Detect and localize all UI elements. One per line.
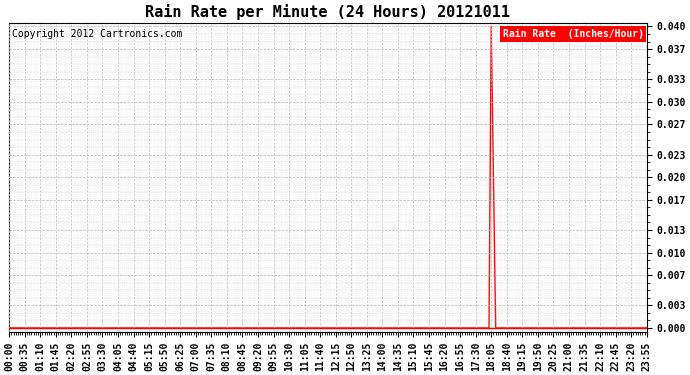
Title: Rain Rate per Minute (24 Hours) 20121011: Rain Rate per Minute (24 Hours) 20121011 xyxy=(146,4,511,20)
Text: Copyright 2012 Cartronics.com: Copyright 2012 Cartronics.com xyxy=(12,29,183,39)
Text: Rain Rate  (Inches/Hour): Rain Rate (Inches/Hour) xyxy=(502,29,644,39)
